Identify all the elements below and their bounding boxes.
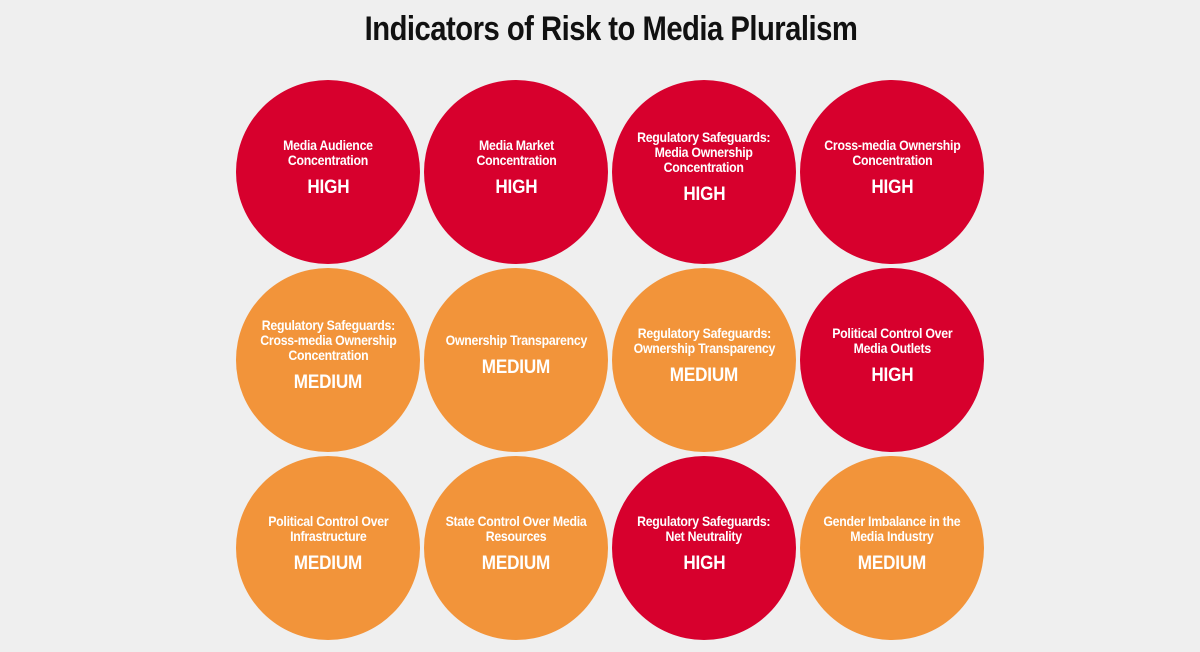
- indicator-label: Media Market Concentration: [475, 136, 557, 168]
- page-title: Indicators of Risk to Media Pluralism: [364, 10, 858, 48]
- indicator-grid: Media Audience Concentration HIGH Media …: [236, 80, 986, 640]
- indicator-circle: State Control Over Media Resources MEDIU…: [424, 456, 608, 640]
- risk-level: MEDIUM: [293, 552, 363, 574]
- risk-level: HIGH: [870, 176, 914, 198]
- indicator-circle: Cross-media Ownership Concentration HIGH: [800, 80, 984, 264]
- indicator-label: Gender Imbalance in the Media Industry: [823, 512, 961, 544]
- indicator-circle: Ownership Transparency MEDIUM: [424, 268, 608, 452]
- risk-level: HIGH: [306, 176, 350, 198]
- indicator-circle: Media Audience Concentration HIGH: [236, 80, 420, 264]
- indicator-label: Political Control Over Media Outlets: [831, 324, 953, 356]
- risk-level: HIGH: [682, 184, 726, 205]
- risk-level: HIGH: [682, 552, 726, 574]
- risk-level: MEDIUM: [481, 357, 551, 378]
- risk-level: MEDIUM: [481, 552, 551, 574]
- risk-level: MEDIUM: [293, 372, 363, 393]
- indicator-circle: Political Control Over Media Outlets HIG…: [800, 268, 984, 452]
- risk-level: MEDIUM: [857, 552, 927, 574]
- indicator-circle: Regulatory Safeguards: Net Neutrality HI…: [612, 456, 796, 640]
- indicator-label: Regulatory Safeguards: Net Neutrality: [637, 512, 771, 544]
- risk-level: MEDIUM: [669, 364, 739, 386]
- risk-level: HIGH: [870, 364, 914, 386]
- indicator-circle: Media Market Concentration HIGH: [424, 80, 608, 264]
- indicator-label: Media Audience Concentration: [283, 136, 373, 168]
- indicator-label: Regulatory Safeguards: Media Ownership C…: [637, 129, 771, 175]
- indicator-label: Cross-media Ownership Concentration: [823, 136, 961, 168]
- indicator-label: Regulatory Safeguards: Cross-media Owner…: [259, 317, 397, 363]
- indicator-circle: Gender Imbalance in the Media Industry M…: [800, 456, 984, 640]
- indicator-circle: Regulatory Safeguards: Cross-media Owner…: [236, 268, 420, 452]
- indicator-label: Ownership Transparency: [445, 332, 587, 348]
- indicator-circle: Regulatory Safeguards: Ownership Transpa…: [612, 268, 796, 452]
- indicator-label: Political Control Over Infrastructure: [267, 512, 389, 544]
- indicator-circle: Regulatory Safeguards: Media Ownership C…: [612, 80, 796, 264]
- indicator-label: State Control Over Media Resources: [445, 512, 587, 544]
- risk-level: HIGH: [494, 176, 538, 198]
- indicator-circle: Political Control Over Infrastructure ME…: [236, 456, 420, 640]
- indicator-label: Regulatory Safeguards: Ownership Transpa…: [633, 324, 775, 356]
